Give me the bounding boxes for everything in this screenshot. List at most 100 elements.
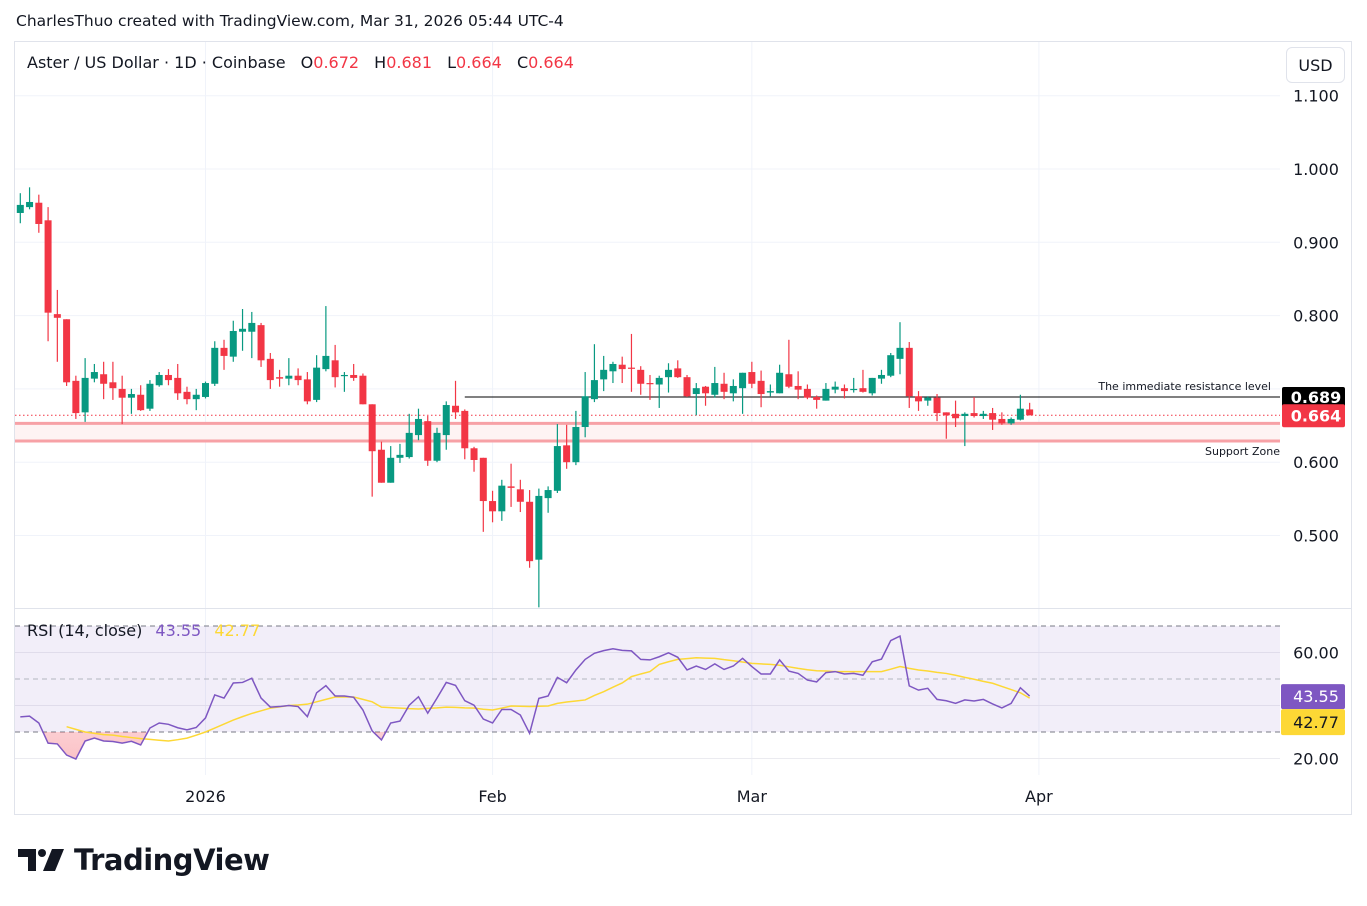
candle-up: [581, 396, 589, 428]
price-axis-label: 0.600: [1293, 453, 1339, 472]
currency-button[interactable]: USD: [1286, 47, 1345, 83]
candle-down: [905, 347, 913, 397]
candle-down: [794, 385, 802, 390]
candle-up: [239, 328, 247, 332]
candle-up: [16, 204, 24, 213]
rsi-title: RSI (14, close): [27, 621, 143, 640]
candle-down: [942, 412, 950, 416]
candle-up: [229, 330, 237, 357]
candle-down: [470, 448, 478, 461]
rsi-axis-label: 20.00: [1293, 750, 1339, 769]
candle-up: [81, 377, 89, 413]
candle-up: [600, 369, 608, 380]
candle-down: [257, 325, 265, 361]
candle-up: [396, 454, 404, 458]
candle-down: [183, 391, 191, 400]
candle-down: [63, 319, 71, 383]
candle-up: [313, 367, 321, 400]
candle-down: [646, 383, 654, 385]
candle-down: [424, 421, 432, 461]
high-label: H: [374, 53, 387, 72]
candle-down: [479, 457, 487, 502]
candle-down: [294, 375, 302, 381]
price-axis-label: 0.800: [1293, 307, 1339, 326]
candle-up: [146, 383, 154, 409]
candle-up: [609, 363, 617, 372]
rsi-value-tag: [1281, 684, 1345, 710]
candle-down: [164, 374, 172, 381]
candle-down: [627, 367, 635, 369]
candle-up: [887, 355, 895, 376]
candle-down: [757, 380, 765, 395]
rsi-line: [20, 634, 1031, 760]
candle-up: [961, 413, 969, 417]
candle-down: [803, 388, 811, 398]
candle-down: [220, 347, 228, 356]
candle-down: [720, 383, 728, 392]
candle-down: [137, 394, 145, 411]
candle-up: [831, 386, 839, 390]
candle-up: [711, 383, 719, 395]
candle-down: [303, 379, 311, 402]
candle-up: [535, 495, 543, 560]
candles-layer: [16, 187, 1034, 608]
resistance-price-tag-label: 0.689: [1291, 388, 1342, 407]
candle-down: [952, 413, 960, 419]
candle-up: [553, 446, 561, 491]
candle-up: [665, 369, 672, 378]
candle-up: [155, 374, 163, 386]
candle-up: [877, 374, 885, 379]
rsi-ma-value-tag: [1281, 709, 1345, 736]
candle-up: [192, 394, 200, 400]
candle-up: [202, 383, 209, 397]
low-label: L: [447, 53, 457, 72]
candle-up: [896, 347, 904, 359]
time-axis-label: Feb: [478, 787, 506, 806]
candle-down: [35, 202, 43, 224]
candle-up: [211, 347, 219, 384]
rsi-pane: [15, 625, 1280, 760]
last-price-tag: [1282, 404, 1345, 428]
brand-name: TradingView: [74, 843, 270, 877]
candle-down: [507, 486, 515, 488]
candle-down: [526, 501, 534, 562]
candle-down: [618, 364, 626, 370]
support-zone-label: Support Zone: [1205, 445, 1280, 458]
support-zone: [15, 423, 1280, 441]
open-value: 0.672: [313, 53, 360, 72]
candle-up: [692, 388, 700, 395]
candle-down: [53, 314, 61, 318]
close-label: C: [516, 53, 529, 72]
candle-down: [989, 413, 997, 420]
tradingview-logo[interactable]: TradingView: [18, 843, 270, 877]
high-value: 0.681: [386, 53, 433, 72]
candle-up: [766, 391, 774, 393]
candle-down: [359, 375, 367, 405]
candle-up: [387, 457, 395, 483]
candle-up: [729, 385, 737, 394]
symbol-title: Aster / US Dollar · 1D · Coinbase: [27, 53, 286, 72]
resistance-label: The immediate resistance level: [1097, 380, 1271, 393]
candle-down: [674, 368, 682, 378]
candle-down: [859, 388, 867, 392]
candle-down: [1026, 409, 1034, 416]
candle-up: [590, 380, 598, 400]
price-axis-label: 0.900: [1293, 233, 1339, 252]
candle-up: [776, 372, 784, 394]
candle-down: [377, 449, 385, 483]
time-axis-label: Apr: [1025, 787, 1053, 806]
resistance-price-tag: [1282, 386, 1345, 408]
axes-layer: 1.100 1.000 0.900 0.800 0.600 0.500 0.6890.664…: [185, 87, 1345, 806]
candle-up: [90, 372, 98, 379]
candle-down: [915, 396, 923, 402]
candle-down: [331, 360, 339, 378]
candle-up: [868, 377, 876, 394]
candle-up: [822, 388, 830, 401]
price-axis-label: 1.100: [1293, 87, 1339, 106]
candle-down: [702, 386, 710, 394]
rsi-ma-line: [66, 657, 1031, 742]
candle-up: [340, 374, 348, 377]
candle-down: [813, 396, 821, 400]
candle-up: [498, 485, 506, 512]
